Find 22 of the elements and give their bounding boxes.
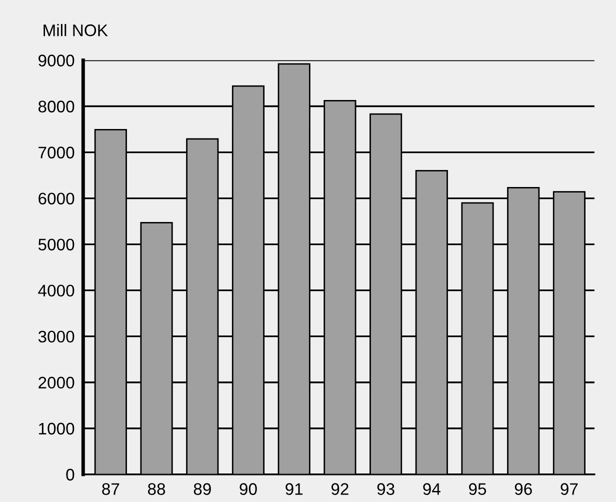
- y-tick-label: 0: [66, 468, 74, 481]
- y-axis-title: Mill NOK: [44, 24, 108, 36]
- x-tick-label: 92: [331, 483, 348, 495]
- y-tick-label: 5000: [38, 238, 74, 251]
- y-tick-label: 8000: [38, 100, 74, 112]
- x-tick-label: 94: [423, 483, 440, 495]
- x-tick-label: 95: [469, 483, 486, 495]
- x-tick-label: 89: [194, 483, 211, 495]
- y-tick-label: 6000: [38, 192, 74, 204]
- x-tick-label: 97: [560, 483, 578, 495]
- y-tick-label: 3000: [38, 330, 74, 343]
- y-tick-label: 1000: [39, 422, 74, 435]
- x-tick-label: 90: [240, 483, 257, 495]
- x-tick-label: 96: [514, 483, 532, 495]
- x-tick-label: 87: [102, 483, 120, 495]
- x-tick-label: 91: [286, 483, 303, 495]
- x-tick-label: 93: [377, 483, 394, 495]
- y-tick-label: 9000: [38, 54, 74, 66]
- y-tick-label: 4000: [38, 284, 74, 297]
- x-tick-label: 88: [148, 483, 166, 495]
- y-tick-label: 7000: [38, 146, 74, 158]
- y-tick-label: 2000: [38, 376, 74, 389]
